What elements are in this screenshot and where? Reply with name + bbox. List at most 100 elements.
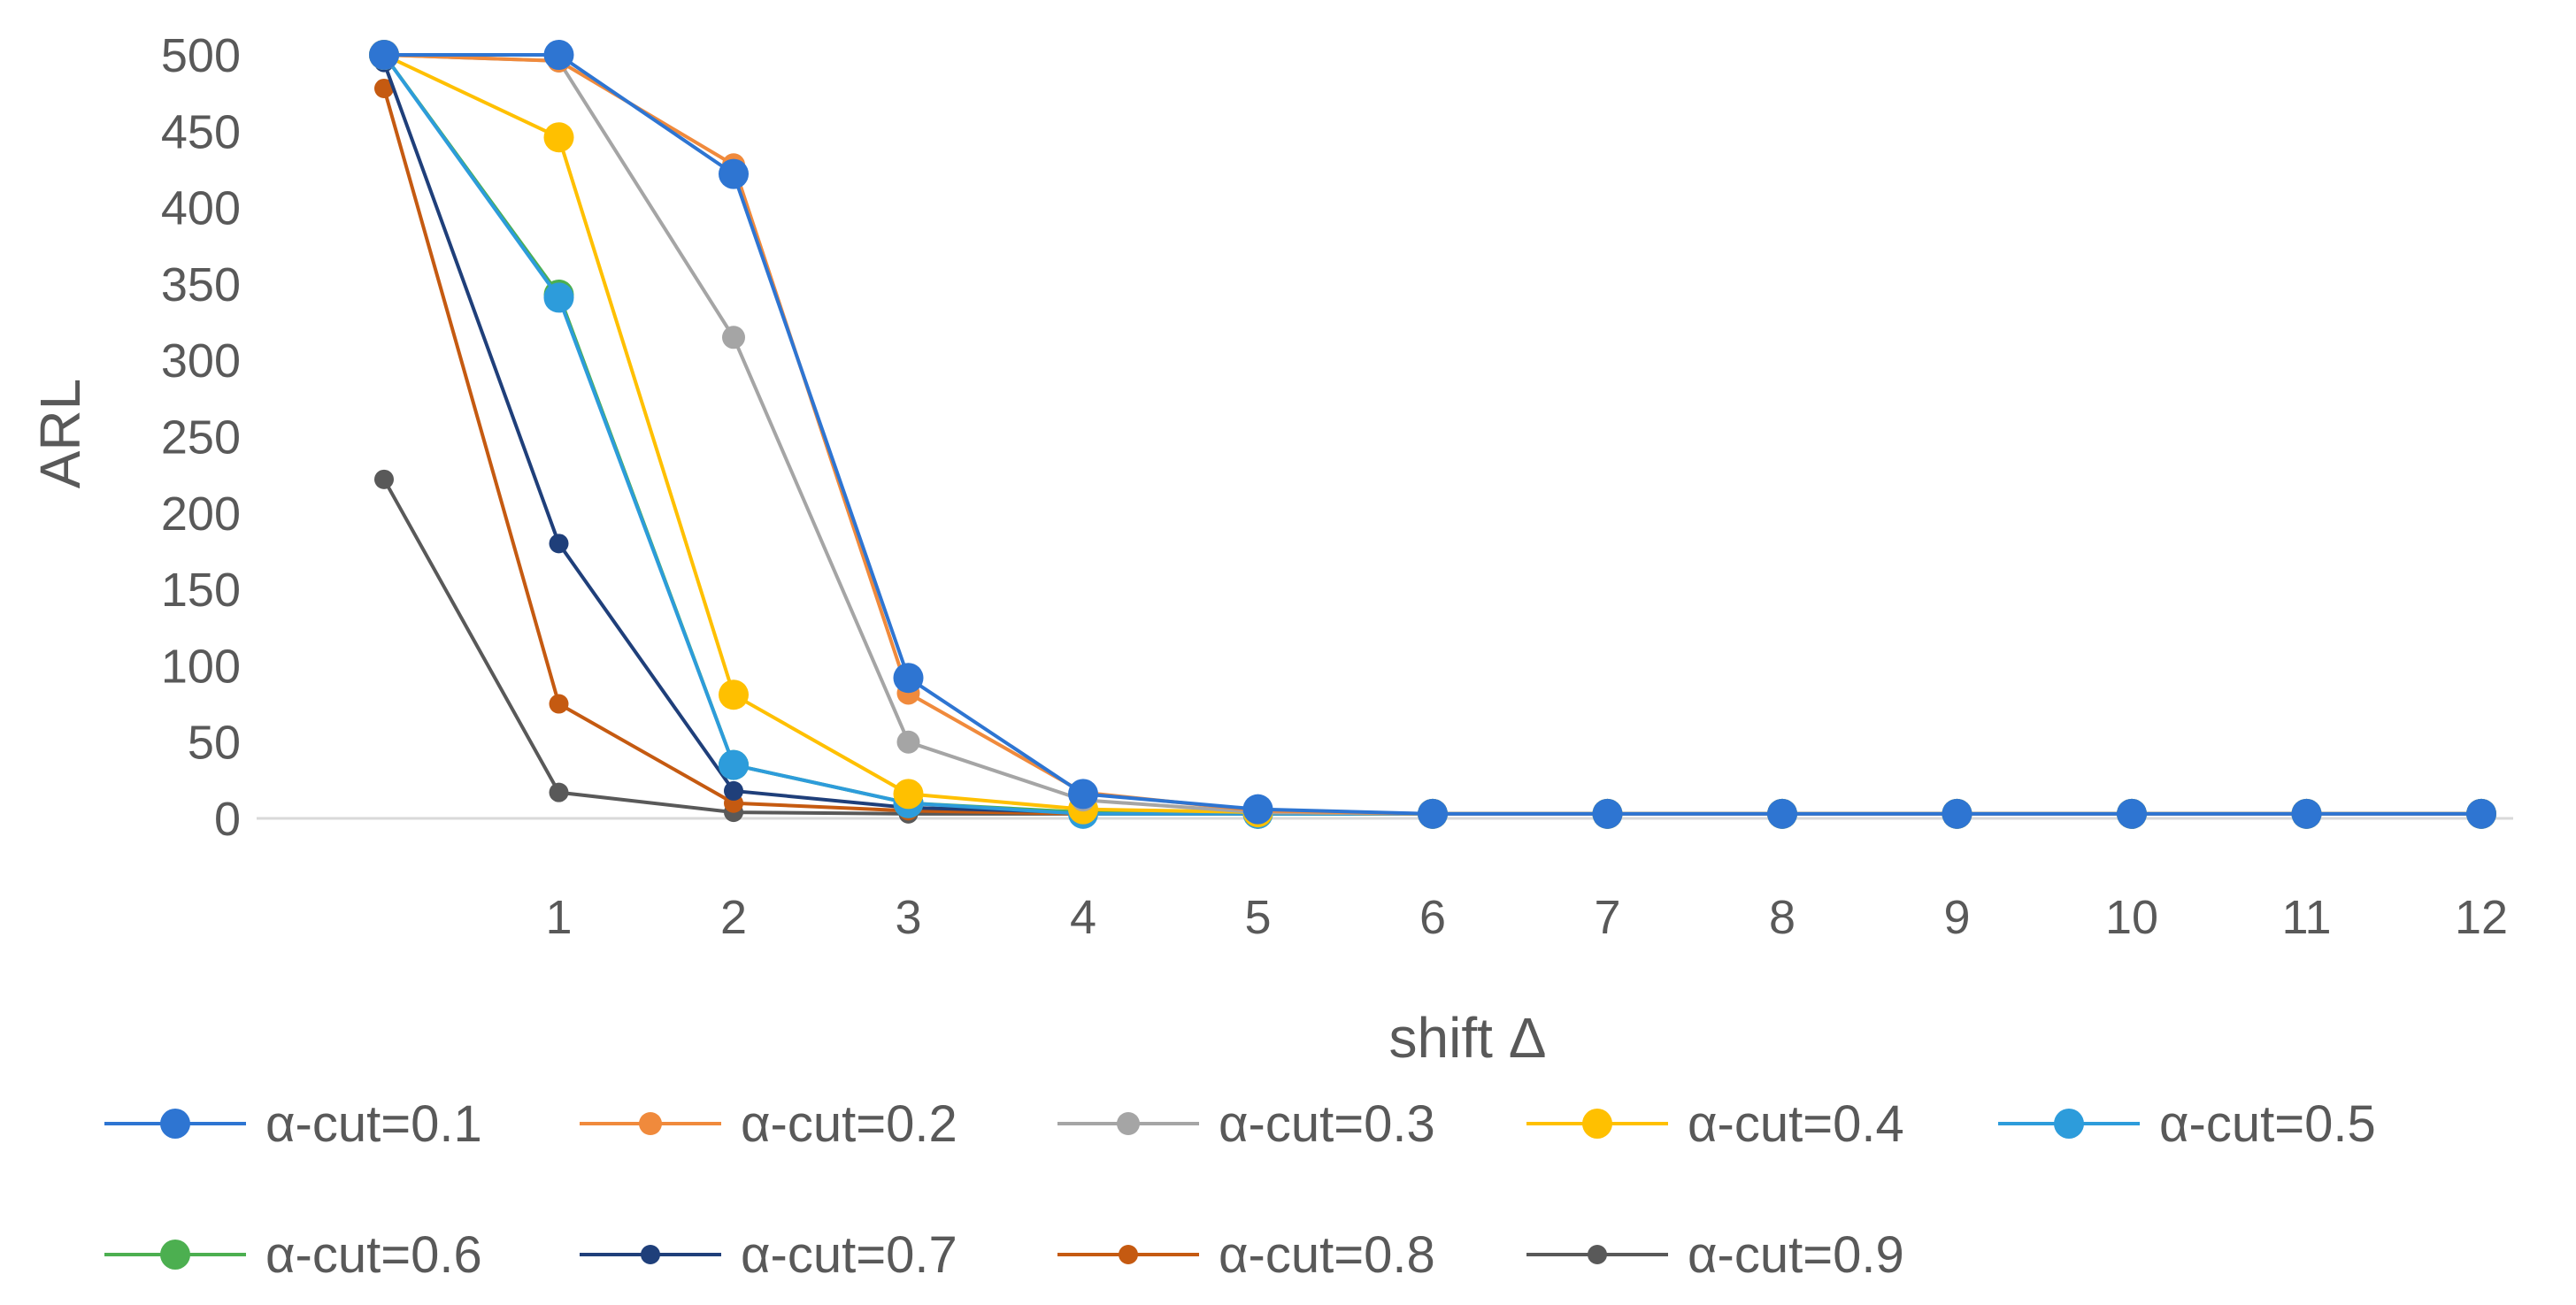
x-tick-label: 12 xyxy=(2455,891,2508,944)
data-point xyxy=(1942,798,1972,829)
data-point xyxy=(549,694,569,714)
data-point xyxy=(722,326,745,349)
legend-swatch-marker xyxy=(1117,1112,1140,1135)
legend-swatch-marker xyxy=(1119,1245,1138,1264)
legend-label: α-cut=0.6 xyxy=(265,1226,482,1284)
x-axis-title: shift Δ xyxy=(1389,1006,1547,1070)
series-line xyxy=(382,53,2481,816)
y-axis-title: ARL xyxy=(28,379,92,489)
x-tick-label: 7 xyxy=(1594,891,1620,944)
series-line xyxy=(382,478,2481,816)
x-tick-label: 4 xyxy=(1070,891,1096,944)
legend-swatch-marker xyxy=(641,1245,660,1264)
data-point xyxy=(549,782,569,802)
data-point xyxy=(893,779,924,810)
x-tick-label: 11 xyxy=(2281,891,2331,944)
data-point xyxy=(896,730,920,754)
y-tick-label: 150 xyxy=(161,564,241,617)
legend-label: α-cut=0.1 xyxy=(265,1095,482,1153)
series-line xyxy=(382,88,2481,816)
data-point xyxy=(369,40,399,70)
legend-item: α-cut=0.2 xyxy=(580,1095,957,1153)
series-line xyxy=(383,53,2481,816)
data-point xyxy=(893,663,924,694)
series-6 xyxy=(369,40,2496,829)
legend-swatch-marker xyxy=(160,1109,190,1139)
data-point xyxy=(1068,779,1098,810)
legend-item: α-cut=0.9 xyxy=(1526,1226,1904,1284)
legend-label: α-cut=0.2 xyxy=(741,1095,957,1153)
data-point xyxy=(719,749,749,780)
data-point xyxy=(543,122,574,153)
data-point xyxy=(1592,798,1623,829)
legend-item: α-cut=0.3 xyxy=(1057,1095,1435,1153)
series-3 xyxy=(373,43,2493,825)
data-point xyxy=(374,78,394,98)
legend-item: α-cut=0.4 xyxy=(1526,1095,1904,1153)
y-tick-label: 250 xyxy=(161,411,241,464)
series-5 xyxy=(369,40,2496,829)
series-1 xyxy=(369,40,2496,829)
series-9 xyxy=(374,469,2491,824)
y-tick-label: 50 xyxy=(188,717,241,770)
y-tick-label: 350 xyxy=(161,258,241,311)
series-layer xyxy=(369,40,2496,829)
data-point xyxy=(374,469,394,489)
data-point xyxy=(549,534,569,554)
y-tick-label: 500 xyxy=(161,29,241,82)
legend-item: α-cut=0.6 xyxy=(104,1226,482,1284)
legend: α-cut=0.1 α-cut=0.2 α-cut=0.3 α-cut=0.4 α-cu… xyxy=(104,1095,2376,1284)
legend-label: α-cut=0.3 xyxy=(1219,1095,1435,1153)
y-tick-label: 0 xyxy=(214,793,241,846)
data-point xyxy=(724,780,743,801)
data-point xyxy=(719,679,749,710)
y-tick-label: 100 xyxy=(161,640,241,693)
data-point xyxy=(543,40,574,70)
data-point xyxy=(1767,798,1797,829)
series-7 xyxy=(374,52,2491,824)
x-tick-label: 2 xyxy=(720,891,747,944)
legend-swatch-marker xyxy=(639,1112,662,1135)
legend-label: α-cut=0.5 xyxy=(2159,1095,2376,1153)
data-point xyxy=(2117,798,2147,829)
legend-swatch-marker xyxy=(160,1240,190,1270)
series-2 xyxy=(373,43,2493,825)
series-4 xyxy=(369,40,2496,829)
x-tick-label: 8 xyxy=(1769,891,1796,944)
series-line xyxy=(382,53,2481,816)
data-point xyxy=(2291,798,2322,829)
x-tick-label: 9 xyxy=(1943,891,1970,944)
legend-item: α-cut=0.8 xyxy=(1057,1226,1435,1284)
legend-label: α-cut=0.9 xyxy=(1688,1226,1904,1284)
legend-label: α-cut=0.8 xyxy=(1219,1226,1435,1284)
x-tick-label: 6 xyxy=(1419,891,1446,944)
data-point xyxy=(1418,798,1448,829)
x-tick-label: 1 xyxy=(545,891,572,944)
legend-item: α-cut=0.7 xyxy=(580,1226,957,1284)
series-line xyxy=(382,61,2481,816)
legend-label: α-cut=0.4 xyxy=(1688,1095,1904,1153)
series-line xyxy=(384,53,2481,816)
x-tick-label: 5 xyxy=(1244,891,1271,944)
legend-swatch-marker xyxy=(1582,1109,1612,1139)
legend-item: α-cut=0.1 xyxy=(104,1095,482,1153)
legend-swatch-marker xyxy=(1588,1245,1607,1264)
y-tick-label: 300 xyxy=(161,334,241,388)
series-line xyxy=(383,53,2481,816)
x-tick-label: 3 xyxy=(895,891,921,944)
data-point xyxy=(543,282,574,313)
legend-label: α-cut=0.7 xyxy=(741,1226,957,1284)
y-tick-label: 400 xyxy=(161,182,241,235)
data-point xyxy=(719,158,749,189)
y-tick-label: 450 xyxy=(161,105,241,158)
y-tick-label: 200 xyxy=(161,487,241,541)
data-point xyxy=(1242,794,1273,825)
legend-item: α-cut=0.5 xyxy=(1998,1095,2376,1153)
series-line xyxy=(383,53,2481,816)
series-8 xyxy=(374,78,2491,824)
x-tick-label: 10 xyxy=(2105,891,2158,944)
legend-swatch-marker xyxy=(2054,1109,2084,1139)
data-point xyxy=(2466,798,2496,829)
